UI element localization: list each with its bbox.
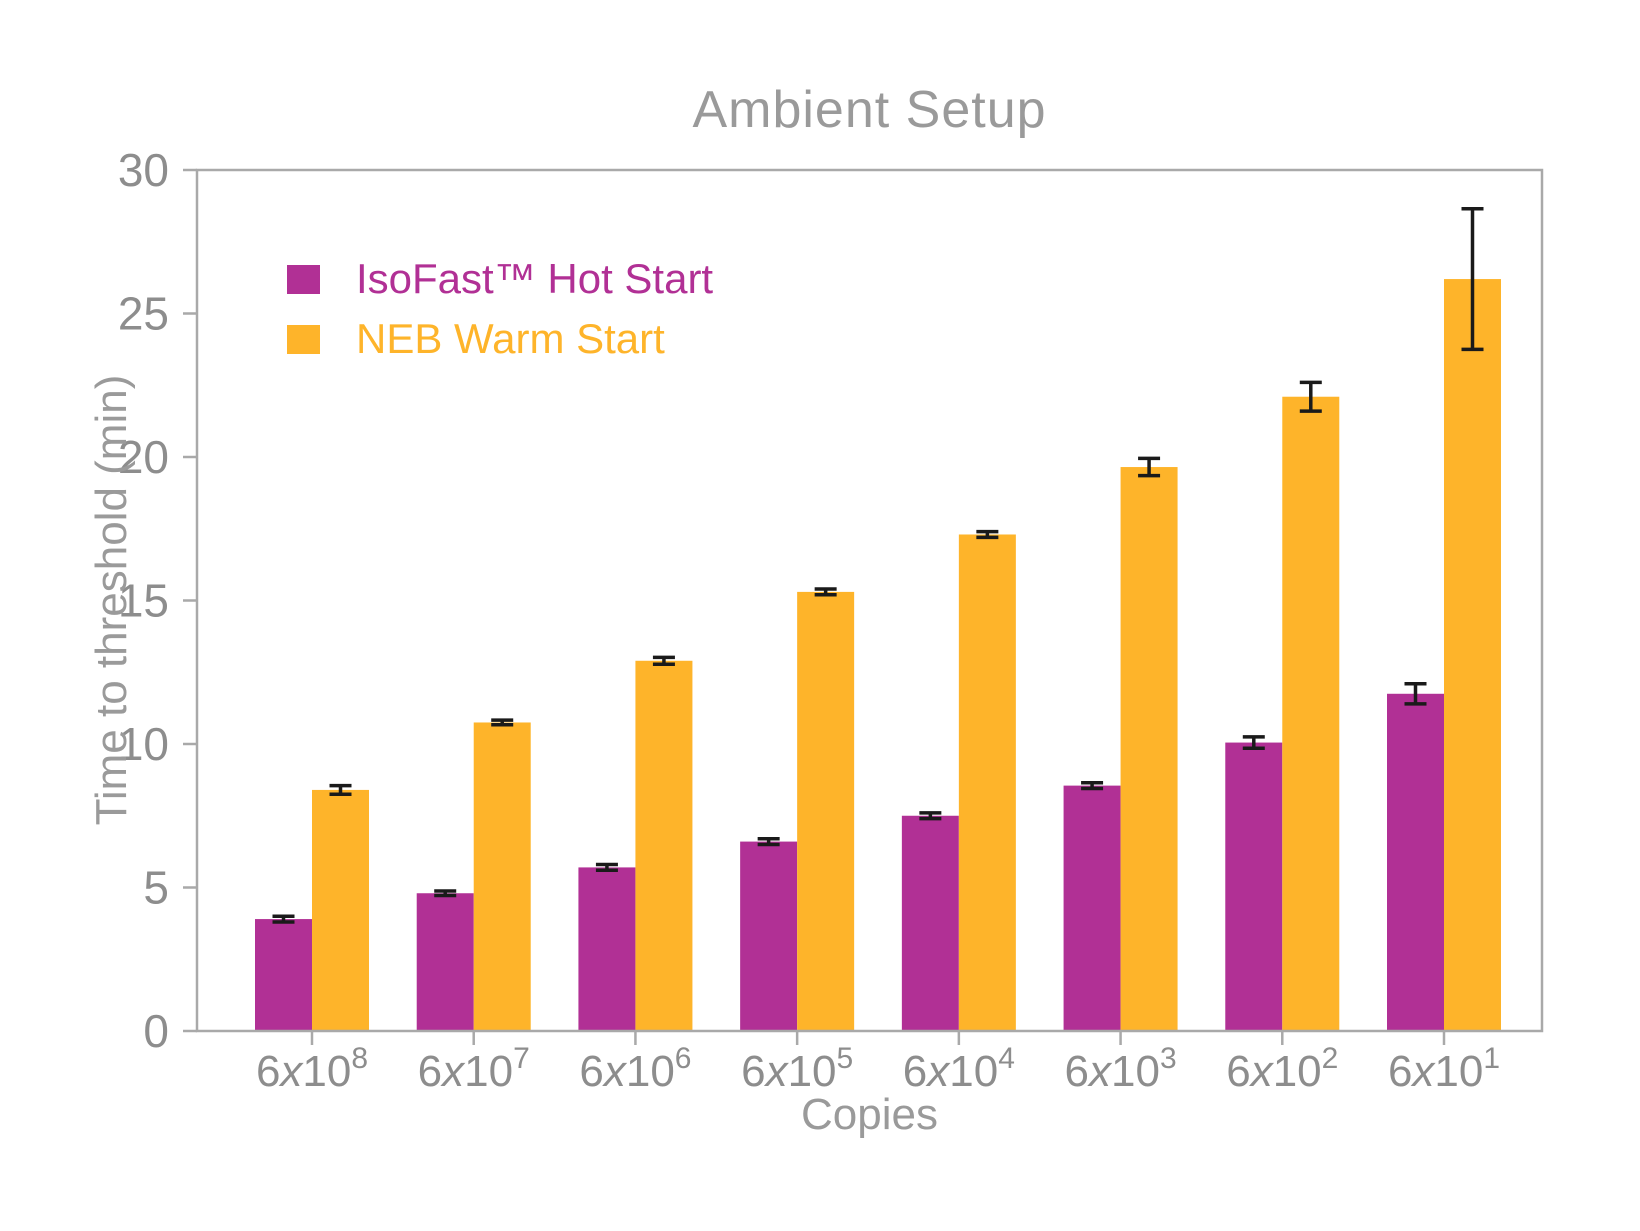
x-tick-label: 6x105 — [741, 1042, 853, 1096]
bar-6x10^6-series0 — [578, 867, 636, 1031]
bar-6x10^5-series1 — [797, 591, 855, 1031]
legend-item-isofast: IsoFast™ Hot Start — [287, 255, 714, 302]
bar-6x10^4-series1 — [958, 534, 1016, 1031]
y-tick-label: 15 — [118, 575, 169, 627]
bar-6x10^7-series0 — [416, 893, 474, 1031]
y-tick-label: 30 — [118, 144, 169, 196]
legend-label-neb: NEB Warm Start — [356, 315, 665, 362]
bar-6x10^5-series0 — [740, 841, 798, 1031]
y-tick-label: 20 — [118, 431, 169, 483]
bar-6x10^4-series0 — [901, 815, 959, 1031]
x-tick-label: 6x103 — [1065, 1042, 1177, 1096]
x-tick-label: 6x108 — [256, 1042, 368, 1096]
bar-6x10^3-series0 — [1063, 785, 1121, 1031]
y-tick-label: 10 — [118, 718, 169, 770]
bar-6x10^8-series0 — [255, 919, 312, 1031]
x-tick-label: 6x106 — [579, 1042, 691, 1096]
legend-label-isofast: IsoFast™ Hot Start — [356, 255, 714, 302]
x-axis-label: Copies — [801, 1090, 938, 1139]
y-tick-label: 25 — [118, 288, 169, 340]
y-tick-label: 5 — [143, 862, 169, 914]
bar-6x10^7-series1 — [473, 722, 531, 1031]
legend: IsoFast™ Hot Start NEB Warm Start — [287, 255, 714, 376]
legend-swatch-isofast — [287, 264, 320, 294]
x-tick-label: 6x104 — [903, 1042, 1015, 1096]
bar-6x10^1-series1 — [1444, 279, 1501, 1031]
x-tick-label: 6x101 — [1388, 1042, 1500, 1096]
bar-6x10^2-series1 — [1282, 396, 1340, 1032]
bar-6x10^3-series1 — [1120, 467, 1178, 1031]
legend-swatch-neb — [287, 324, 320, 354]
bar-6x10^6-series1 — [635, 660, 693, 1031]
chart-title: Ambient Setup — [692, 81, 1047, 139]
x-tick-label: 6x102 — [1226, 1042, 1338, 1096]
bar-6x10^1-series0 — [1387, 693, 1444, 1031]
y-axis-label: Time to threshold (min) — [87, 374, 136, 826]
x-tick-label: 6x107 — [418, 1042, 530, 1096]
bar-6x10^2-series0 — [1225, 742, 1283, 1031]
legend-item-neb: NEB Warm Start — [287, 315, 713, 362]
y-tick-label: 0 — [143, 1005, 169, 1057]
bar-6x10^8-series1 — [312, 789, 369, 1031]
